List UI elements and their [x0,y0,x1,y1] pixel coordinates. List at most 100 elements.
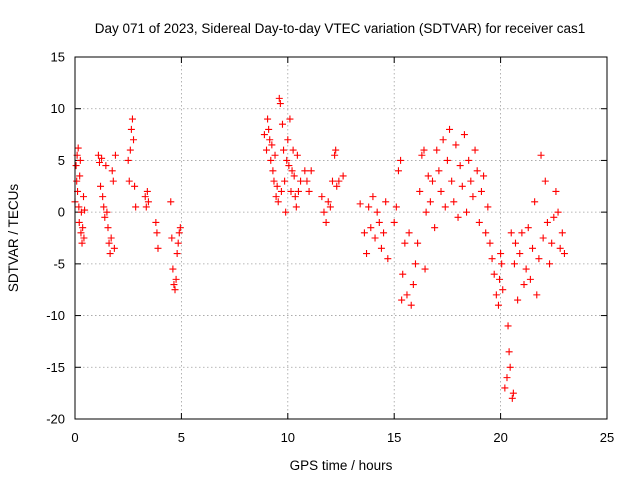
data-points [71,94,568,402]
data-point [95,158,103,166]
y-tick-label: -5 [53,256,65,271]
data-point [143,187,151,195]
data-point [326,203,334,211]
data-point [514,296,522,304]
data-point [103,208,111,216]
x-tick-label: 5 [178,430,185,445]
data-point [377,244,385,252]
data-point [533,291,541,299]
data-point [492,291,500,299]
data-point [98,154,106,162]
data-point [511,239,519,247]
data-point [369,193,377,201]
data-point [331,151,339,159]
data-point [443,156,451,164]
data-point [291,193,299,201]
data-point [76,156,84,164]
data-point [269,167,277,175]
y-tick-label: -15 [46,360,65,375]
data-point [284,136,292,144]
data-point [281,177,289,185]
data-point [488,255,496,263]
data-point [548,239,556,247]
data-point [175,229,183,237]
data-point [132,203,140,211]
data-point [141,193,149,201]
data-point [506,363,514,371]
data-point [416,187,424,195]
data-point [107,234,115,242]
data-point [403,291,411,299]
data-point [75,203,83,211]
data-point [401,239,409,247]
data-point [556,244,564,252]
data-point [510,260,518,268]
data-point [373,208,381,216]
data-point [125,177,133,185]
data-point [422,208,430,216]
data-point [418,151,426,159]
data-point [80,193,88,201]
data-point [367,224,375,232]
data-point [531,198,539,206]
data-point [384,255,392,263]
y-axis-label: SDTVAR / TECUs [6,184,21,293]
data-point [398,296,406,304]
data-point [333,182,341,190]
data-point [490,270,498,278]
data-point [318,193,326,201]
data-point [486,239,494,247]
data-point [76,172,84,180]
data-point [477,187,485,195]
data-point [431,224,439,232]
data-point [456,162,464,170]
data-point [505,348,513,356]
y-tick-label: -10 [46,308,65,323]
data-point [392,203,400,211]
data-point [546,260,554,268]
data-point [144,198,152,206]
data-point [475,218,483,226]
data-point [520,281,528,289]
data-point [142,203,150,211]
data-point [554,208,562,216]
data-point [276,100,284,108]
data-point [292,203,300,211]
data-point [303,177,311,185]
data-point [270,177,278,185]
data-point [293,151,301,159]
data-point [543,218,551,226]
y-tick-label: 10 [51,101,65,116]
data-point [320,208,328,216]
data-point [73,177,81,185]
data-point [537,151,545,159]
data-point [411,260,419,268]
plot-area-frame [74,56,608,420]
data-point [480,172,488,180]
data-point [394,167,402,175]
x-tick-label: 25 [600,430,614,445]
data-point [273,182,281,190]
data-point [307,167,315,175]
data-point [328,177,336,185]
data-point [507,229,515,237]
data-point [463,208,471,216]
x-tick-label: 10 [281,430,295,445]
data-point [168,234,176,242]
data-point [465,156,473,164]
axis-ticks: 0 5 10 15 20 25 -20 -15 -10 -5 0 5 10 15 [46,50,614,446]
data-point [289,146,297,154]
data-point [471,146,479,154]
data-point [282,208,290,216]
data-point [154,244,162,252]
data-point [424,172,432,180]
data-point [504,322,512,330]
data-point [541,177,549,185]
data-point [267,156,275,164]
data-point [426,198,434,206]
data-point [290,172,298,180]
data-point [498,260,506,268]
data-point [335,177,343,185]
data-point [99,193,107,201]
